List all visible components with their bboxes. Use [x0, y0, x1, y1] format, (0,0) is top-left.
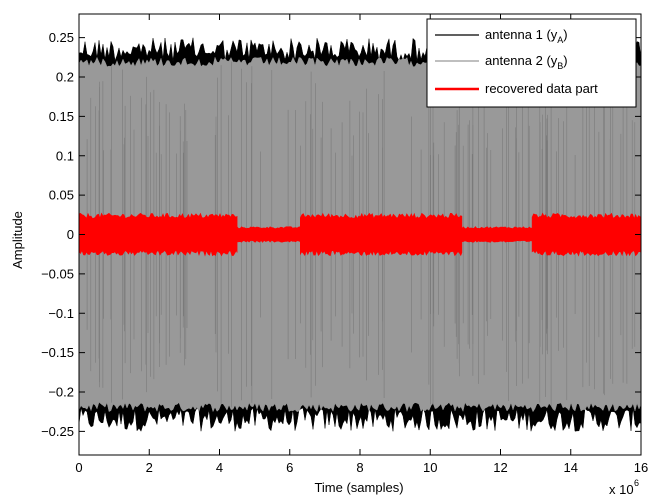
x-tick-label: 10 [423, 460, 437, 475]
y-axis-label: Amplitude [10, 211, 25, 269]
x-tick-label: 14 [564, 460, 578, 475]
y-tick-label: 0.05 [49, 188, 74, 203]
x-tick-label: 16 [634, 460, 648, 475]
axis-ticks: 0 2 4 6 8 10 12 14 16 0.25 0.2 0.15 0.1 0.05 0 −0.05 −0.… [41, 14, 648, 475]
x-tick-label: 8 [356, 460, 363, 475]
x-exponent-label: x 10 [609, 482, 634, 495]
legend-box [426, 18, 637, 108]
legend-label: antenna 2 (yB) [485, 53, 568, 71]
legend-label: recovered data part [485, 81, 598, 96]
y-tick-label: 0.2 [56, 70, 74, 85]
y-tick-label: 0.1 [56, 148, 74, 163]
y-tick-label: 0.25 [49, 30, 74, 45]
x-axis-label: Time (samples) [314, 480, 403, 495]
y-tick-label: 0.15 [49, 109, 74, 124]
legend-label: antenna 1 (yA) [485, 27, 568, 45]
y-tick-label: −0.25 [41, 424, 74, 439]
recovered-segment [236, 226, 301, 243]
recovered-segment [461, 226, 533, 243]
y-tick-label: −0.15 [41, 345, 74, 360]
x-tick-label: 6 [286, 460, 293, 475]
y-tick-label: 0 [67, 227, 74, 242]
series-recovered-data [78, 212, 642, 257]
recovered-segment [300, 212, 463, 257]
chart-marks [78, 36, 642, 432]
x-tick-label: 12 [493, 460, 507, 475]
recovered-segment [531, 212, 642, 257]
x-tick-label: 0 [75, 460, 82, 475]
recovered-segment [78, 212, 238, 257]
y-tick-label: −0.2 [48, 385, 74, 400]
legend: antenna 1 (yA) antenna 2 (yB) recovered da… [426, 18, 637, 108]
x-tick-label: 4 [216, 460, 223, 475]
x-tick-label: 2 [146, 460, 153, 475]
y-tick-label: −0.05 [41, 266, 74, 281]
y-tick-label: −0.1 [48, 306, 74, 321]
x-exponent-power: 6 [634, 478, 639, 488]
